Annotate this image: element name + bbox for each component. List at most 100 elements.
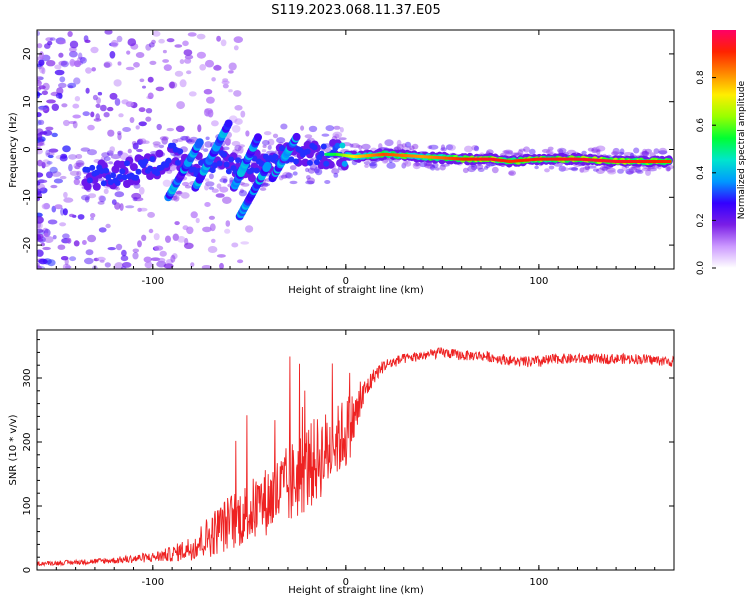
spectrogram-halo [280, 124, 287, 130]
spectrogram-speckle [42, 247, 51, 250]
spectrogram-speckle [130, 117, 135, 123]
spectrogram-halo [76, 160, 85, 167]
spectrogram-speckle [69, 214, 75, 217]
spectrogram-halo [384, 139, 393, 146]
spectrogram-speckle [160, 251, 167, 257]
spectrogram-speckle [148, 93, 154, 100]
spectrogram-halo [76, 171, 81, 177]
spectrogram-y-tick-label: -10 [22, 189, 33, 205]
spectrogram-speckle [52, 133, 58, 137]
spectrogram-speckle [205, 178, 210, 181]
spectrogram-halo [611, 151, 619, 155]
spectrogram-speckle [136, 125, 140, 129]
spectrogram-halo [117, 151, 122, 156]
spectrogram-speckle [234, 36, 243, 43]
spectrogram-speckle [74, 179, 80, 186]
spectrogram-speckle [139, 187, 145, 195]
spectrogram-speckle [87, 235, 96, 243]
spectrogram-speckle [55, 70, 65, 76]
spectrogram-halo [441, 144, 445, 150]
spectrogram-speckle [105, 262, 111, 267]
spectrogram-speckle [204, 89, 213, 95]
spectrogram-speckle [219, 263, 224, 269]
spectrogram-speckle [167, 38, 175, 42]
spectrogram-halo [463, 168, 469, 173]
spectrogram-speckle [90, 112, 94, 118]
spectrogram-halo [281, 175, 288, 179]
spectrogram-ridge-mid [339, 143, 345, 149]
snr-x-tick-label: -100 [141, 577, 164, 588]
spectrogram-speckle [141, 235, 146, 241]
spectrogram-halo [204, 141, 212, 148]
spectrogram-plot-area [37, 30, 674, 269]
spectrogram-halo [549, 166, 555, 170]
spectrogram-halo [464, 146, 473, 153]
spectrogram-halo [232, 141, 241, 146]
spectrogram-speckle [126, 101, 134, 107]
spectrogram-speckle [60, 208, 64, 216]
spectrogram-halo [209, 187, 214, 190]
spectrogram-halo [412, 144, 418, 150]
spectrogram-speckle [191, 211, 198, 218]
spectrogram-speckle [196, 218, 200, 223]
spectrogram-ridge-mid [342, 161, 348, 167]
spectrogram-speckle [69, 256, 76, 261]
spectrogram-speckle [93, 95, 98, 101]
spectrogram-speckle [126, 51, 130, 55]
spectrogram-halo [474, 146, 479, 152]
spectrogram-speckle [148, 77, 154, 83]
spectrogram-speckle [74, 240, 80, 246]
spectrogram-halo [645, 149, 652, 154]
spectrogram-halo [185, 185, 191, 188]
spectrogram-speckle [39, 51, 44, 59]
spectrogram-speckle [107, 107, 113, 111]
spectrogram-speckle [154, 246, 163, 251]
spectrogram-speckle [62, 145, 71, 152]
spectrogram-halo [98, 195, 104, 201]
spectrogram-speckle [72, 115, 81, 119]
spectrogram-halo [326, 125, 335, 131]
spectrogram-speckle [87, 125, 95, 131]
colorbar-tick-label: 0.4 [696, 165, 706, 180]
spectrogram-halo [241, 183, 250, 187]
spectrogram-ridge-mid [307, 160, 313, 166]
spectrogram-speckle [46, 60, 55, 66]
spectrogram-halo [203, 148, 208, 152]
spectrogram-speckle [73, 121, 78, 129]
spectrogram-speckle [100, 105, 107, 112]
spectrogram-streak [254, 133, 262, 141]
spectrogram-speckle [115, 191, 125, 197]
spectrogram-halo [305, 181, 314, 185]
spectrogram-ridge-mid [119, 168, 125, 174]
spectrogram-speckle [221, 39, 227, 46]
spectrogram-halo [290, 165, 297, 170]
spectrogram-halo [340, 127, 344, 133]
spectrogram-ridge-mid [312, 144, 318, 150]
spectrogram-speckle [61, 61, 69, 68]
spectrogram-speckle [70, 41, 78, 49]
spectrogram-halo [180, 136, 188, 140]
spectrogram-speckle [96, 104, 101, 108]
spectrogram-speckle [84, 40, 90, 43]
spectrogram-speckle [233, 90, 241, 97]
spectrogram-speckle [136, 149, 143, 152]
spectrogram-halo [447, 144, 456, 150]
spectrogram-speckle [121, 255, 129, 261]
colorbar: 0.00.20.40.60.8 Normalized spectral ampl… [696, 30, 747, 275]
spectrogram-halo [534, 166, 539, 170]
spectrogram-speckle [90, 213, 95, 218]
spectrogram-halo [631, 167, 641, 170]
spectrogram-speckle [38, 120, 44, 125]
spectrogram-speckle [169, 82, 178, 89]
spectrogram-speckle [184, 243, 194, 249]
spectrogram-speckle [229, 63, 237, 71]
spectrogram-halo [74, 176, 81, 180]
spectrogram-speckle [58, 53, 63, 58]
spectrogram-speckle [205, 60, 214, 68]
spectrogram-halo [300, 125, 304, 130]
spectrogram-halo [544, 168, 550, 172]
spectrogram-speckle [186, 227, 193, 235]
spectrogram-speckle [140, 79, 145, 83]
spectrogram-speckle [232, 125, 241, 133]
